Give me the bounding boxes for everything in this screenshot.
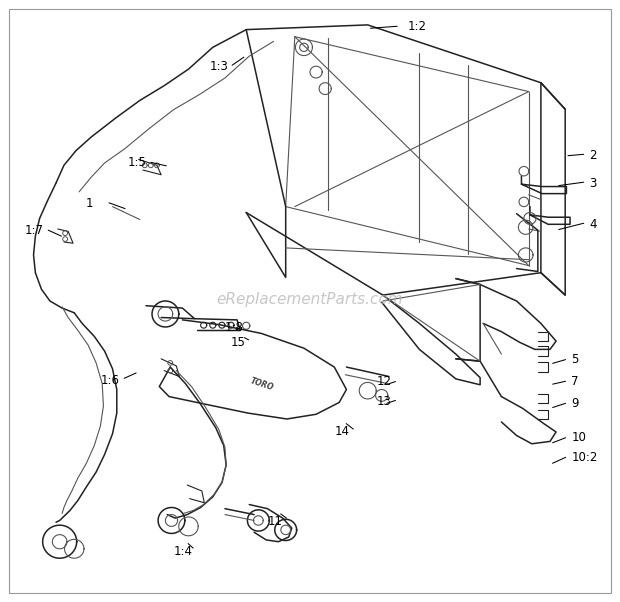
Text: 13: 13 <box>377 395 392 408</box>
Text: 12: 12 <box>377 375 392 388</box>
Text: 9: 9 <box>571 397 578 410</box>
Text: 1:2: 1:2 <box>407 20 426 33</box>
Text: 1:6: 1:6 <box>100 374 120 387</box>
Text: 7: 7 <box>571 375 578 388</box>
Text: 11: 11 <box>267 515 283 527</box>
Text: 1:7: 1:7 <box>24 224 43 237</box>
Text: 4: 4 <box>590 218 597 231</box>
Text: 2: 2 <box>590 149 597 162</box>
Text: 10:2: 10:2 <box>571 452 598 464</box>
Text: 1:8: 1:8 <box>225 321 244 334</box>
Text: TORO: TORO <box>249 377 274 393</box>
Text: 1:4: 1:4 <box>174 545 193 557</box>
Text: 5: 5 <box>571 353 578 367</box>
Text: 14: 14 <box>334 426 349 438</box>
Text: 1: 1 <box>85 197 92 209</box>
Text: 1:5: 1:5 <box>128 157 146 169</box>
Text: 15: 15 <box>231 336 246 349</box>
Text: 10: 10 <box>571 432 586 444</box>
Text: 3: 3 <box>590 176 597 190</box>
Text: 1:3: 1:3 <box>210 60 229 73</box>
Text: eReplacementParts.com: eReplacementParts.com <box>216 293 404 307</box>
